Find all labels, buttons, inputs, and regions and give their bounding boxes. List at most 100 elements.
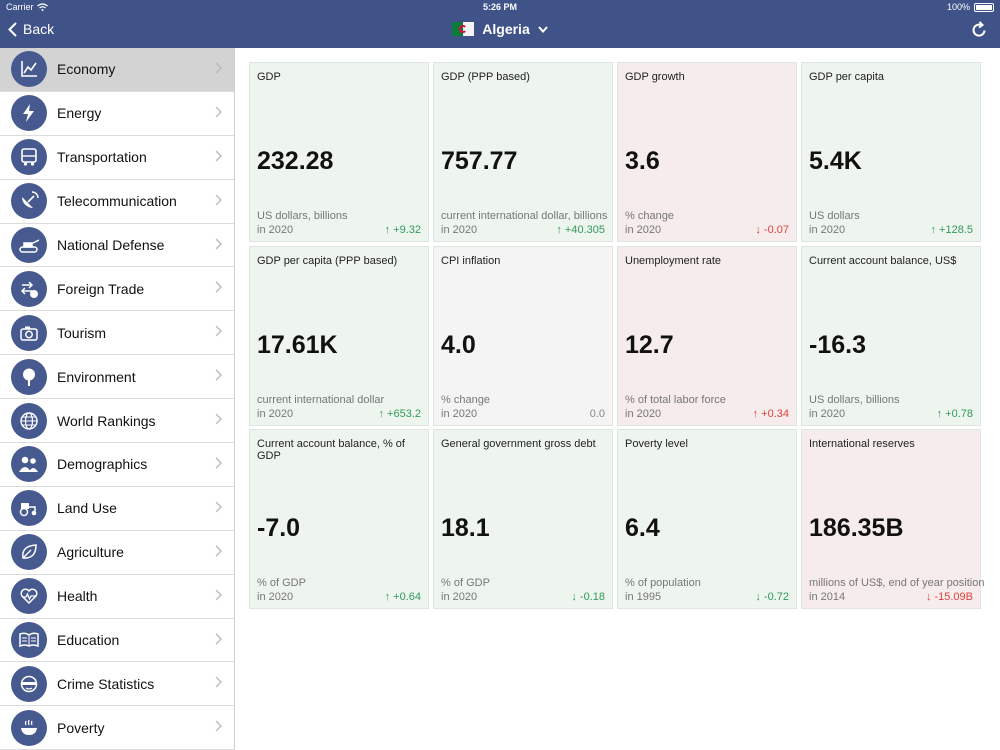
card-change: ↓ -15.09B <box>925 591 973 603</box>
heart-icon <box>11 578 47 615</box>
card-change: ↓ -0.07 <box>755 224 789 236</box>
card-year: in 1995 <box>625 591 662 603</box>
indicator-card[interactable]: General government gross debt 18.1 % of GD… <box>433 429 613 609</box>
sidebar-item-label: Telecommunication <box>57 193 177 210</box>
indicator-card[interactable]: Current account balance, % of GDP -7.0 % o… <box>249 429 429 609</box>
indicator-card[interactable]: GDP (PPP based) 757.77 current internation… <box>433 62 613 242</box>
indicator-card[interactable]: Unemployment rate 12.7 % of total labor fo… <box>617 245 797 426</box>
globe-icon <box>11 402 47 439</box>
sidebar-item-label: National Defense <box>57 237 165 253</box>
bus-icon <box>11 139 47 176</box>
sidebar-item-foreign-trade[interactable]: Foreign Trade <box>0 267 234 312</box>
chevron-right-icon <box>215 589 222 601</box>
book-icon <box>11 622 47 659</box>
sidebar-item-label: Demographics <box>57 456 148 473</box>
indicator-card[interactable]: Current account balance, US$ -16.3 US doll… <box>801 245 981 426</box>
category-sidebar: Economy Energy Transportation Telecommun… <box>0 48 235 750</box>
indicator-card[interactable]: International reserves 186.35B millions of… <box>801 429 985 609</box>
card-change: 0.0 <box>589 407 605 420</box>
sidebar-item-health[interactable]: Health <box>0 575 234 619</box>
chevron-right-icon <box>215 106 222 118</box>
satellite-icon <box>11 183 47 220</box>
sidebar-item-transportation[interactable]: Transportation <box>0 136 234 180</box>
card-unit: % change <box>441 393 490 406</box>
card-title: GDP per capita (PPP based) <box>257 254 398 267</box>
indicator-card[interactable]: Poverty level 6.4 % of population in 1995 ↓ … <box>617 429 797 609</box>
card-unit: current international dollar <box>257 393 385 406</box>
sidebar-item-label: World Rankings <box>57 412 156 429</box>
chevron-right-icon <box>215 720 222 732</box>
indicator-card[interactable]: GDP per capita 5.4K US dollars in 2020 ↑ +12… <box>801 62 981 242</box>
indicator-grid: GDP 232.28 US dollars, billions in 2020 ↑ +9… <box>249 62 985 609</box>
card-change: ↑ +0.64 <box>384 591 421 603</box>
card-year: in 2020 <box>257 224 294 236</box>
sidebar-item-label: Crime Statistics <box>57 675 155 692</box>
sidebar-item-telecommunication[interactable]: Telecommunication <box>0 180 234 224</box>
refresh-button[interactable] <box>970 21 988 44</box>
indicator-card[interactable]: GDP growth 3.6 % change in 2020 ↓ -0.07 <box>617 62 797 242</box>
back-button[interactable]: Back <box>8 21 54 37</box>
sidebar-item-agriculture[interactable]: Agriculture <box>0 531 234 575</box>
sidebar-item-label: Land Use <box>57 500 117 517</box>
sidebar-item-energy[interactable]: Energy <box>0 92 234 136</box>
battery: 100% <box>947 2 994 12</box>
sidebar-item-label: Education <box>57 632 120 649</box>
card-value: 6.4 <box>625 514 660 542</box>
sidebar-item-demographics[interactable]: Demographics <box>0 443 234 487</box>
card-title: CPI inflation <box>441 254 501 267</box>
sidebar-item-tourism[interactable]: Tourism <box>0 311 234 356</box>
card-unit: % change <box>625 210 674 222</box>
sidebar-item-poverty[interactable]: Poverty <box>0 706 234 750</box>
card-year: in 2020 <box>257 591 294 603</box>
indicator-card[interactable]: GDP per capita (PPP based) 17.61K current … <box>249 245 429 426</box>
sidebar-item-label: Tourism <box>57 324 107 341</box>
card-value: 5.4K <box>809 147 862 175</box>
card-title: GDP growth <box>625 71 685 83</box>
battery-icon <box>974 2 994 12</box>
card-change: ↑ +128.5 <box>930 224 973 236</box>
chevron-right-icon <box>215 676 222 688</box>
sidebar-item-label: Transportation <box>57 149 147 166</box>
indicator-card[interactable]: CPI inflation 4.0 % change in 2020 0.0 <box>433 245 613 426</box>
card-value: -7.0 <box>257 514 301 542</box>
card-unit: millions of US$, end of year position <box>809 577 985 589</box>
card-unit: % of GDP <box>441 577 490 589</box>
card-unit: US dollars, billions <box>809 393 900 406</box>
card-value: 17.61K <box>257 330 338 359</box>
card-value: 18.1 <box>441 514 490 542</box>
card-year: in 2020 <box>809 407 846 420</box>
sidebar-item-education[interactable]: Education <box>0 619 234 663</box>
card-unit: current international dollar, billions <box>441 210 608 222</box>
sidebar-item-label: Agriculture <box>57 544 124 561</box>
sidebar-item-world-rankings[interactable]: World Rankings <box>0 399 234 444</box>
card-title: Current account balance, US$ <box>809 254 957 267</box>
card-title: Current account balance, % of GDP <box>257 438 405 462</box>
tree-icon <box>11 358 47 395</box>
card-change: ↓ -0.72 <box>755 591 789 603</box>
card-change: ↑ +40.305 <box>556 224 605 236</box>
card-change: ↓ -0.18 <box>571 591 605 603</box>
card-year: in 2020 <box>625 407 662 420</box>
chevron-right-icon <box>215 281 222 293</box>
chevron-right-icon <box>215 150 222 162</box>
sidebar-item-crime-statistics[interactable]: Crime Statistics <box>0 662 234 707</box>
card-title: Unemployment rate <box>625 254 721 267</box>
card-value: 757.77 <box>441 147 518 175</box>
card-change: ↑ +0.34 <box>752 407 789 420</box>
sidebar-item-label: Health <box>57 588 98 605</box>
indicator-card[interactable]: GDP 232.28 US dollars, billions in 2020 ↑ +9… <box>249 62 429 242</box>
country-selector[interactable]: Algeria <box>0 21 1000 37</box>
sidebar-item-land-use[interactable]: Land Use <box>0 487 234 531</box>
sidebar-item-national-defense[interactable]: National Defense <box>0 224 234 268</box>
sidebar-item-label: Foreign Trade <box>57 280 145 297</box>
sidebar-item-economy[interactable]: Economy <box>0 48 234 92</box>
sidebar-item-label: Energy <box>57 105 102 122</box>
navigation-bar: Back Algeria <box>0 15 1000 48</box>
mask-icon <box>11 665 47 702</box>
tank-icon <box>11 227 47 263</box>
carrier-label: Carrier <box>6 2 34 12</box>
sidebar-item-label: Poverty <box>57 719 105 736</box>
card-value: 232.28 <box>257 147 334 175</box>
sidebar-item-environment[interactable]: Environment <box>0 355 234 400</box>
refresh-icon <box>972 21 986 37</box>
